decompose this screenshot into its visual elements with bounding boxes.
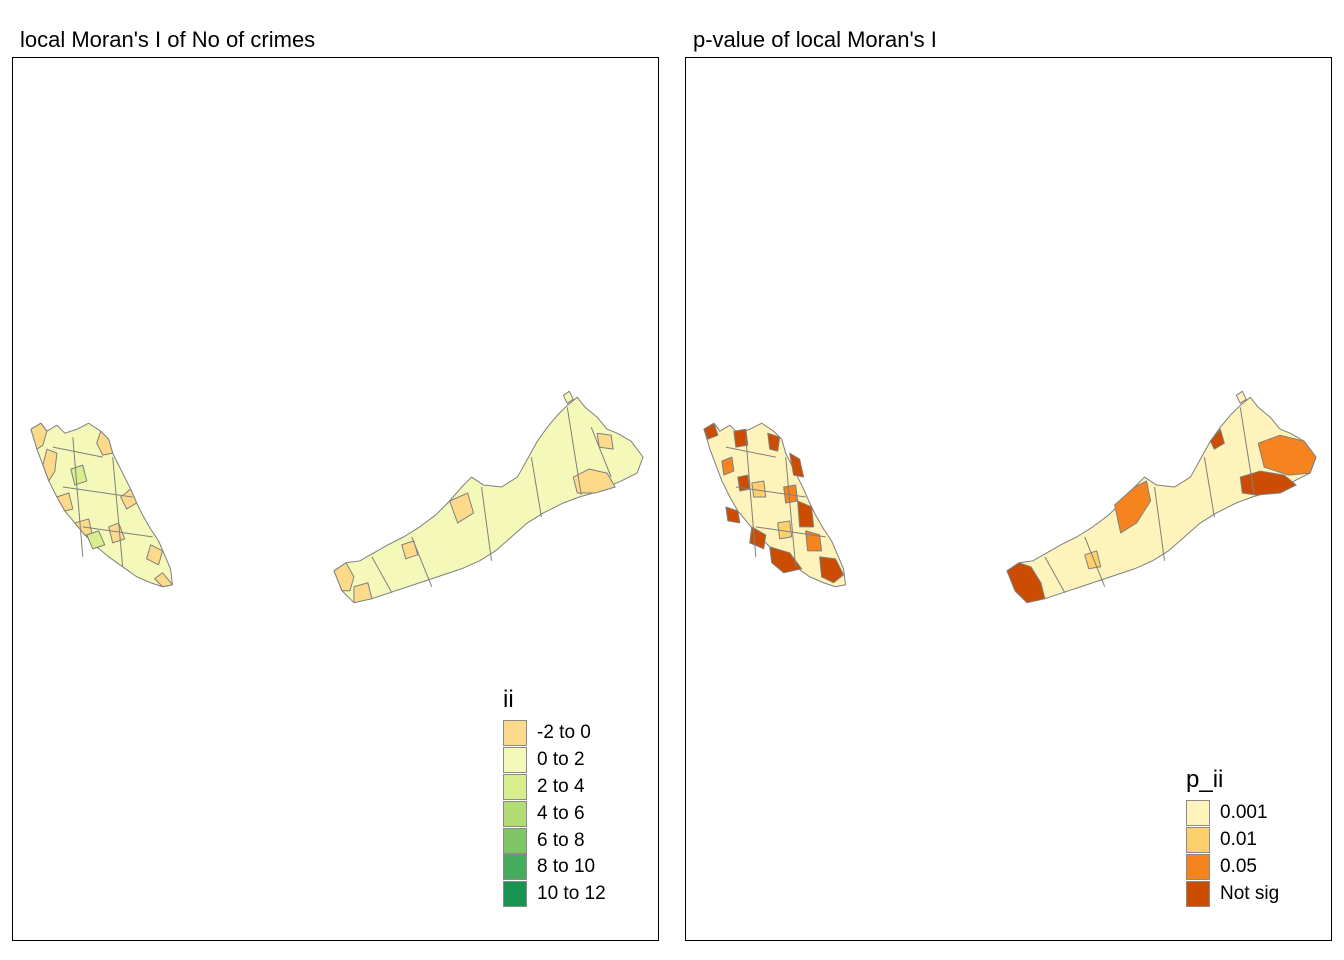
region-sabah-north [596,432,614,450]
region-pen-inner-3 [108,522,126,544]
choropleth-map-ii [30,390,644,604]
map-frame-p-value: p_ii 0.001 0.01 0.05 Not sig [685,57,1332,941]
legend-item: 2 to 4 [503,773,606,801]
legend-swatch [503,773,527,800]
legend-item: 0.001 [1186,800,1279,827]
legend-label: 0.01 [1220,829,1257,851]
map-title-p-value: p-value of local Moran's I [693,27,937,52]
legend-item: Not sig [1186,880,1279,907]
region-pen-east-2 [120,488,138,510]
legend-p-ii: p_ii 0.001 0.01 0.05 Not sig [1186,766,1279,907]
region-sarawak-mid [449,492,475,524]
map-frame-local-morans-i: ii -2 to 0 0 to 2 2 to 4 4 to 6 6 to 8 8… [12,57,659,941]
region-sarawak-coast [401,540,419,560]
region-pen-notsig-4 [789,452,805,478]
region-pen-notsig-6 [725,506,741,524]
region-peninsular-malaysia [30,422,174,588]
region-sabah-east [572,468,616,494]
region-sabah-notsig-southeast [1239,470,1297,496]
legend-swatch [503,854,527,881]
legend-item: -2 to 0 [503,720,606,747]
region-pen-notsig-8 [769,546,803,574]
legend-swatch [1186,800,1210,827]
region-pen-notsig-1 [703,422,719,440]
map-title-local-morans-i: local Moran's I of No of crimes [20,27,316,52]
region-pen-sig05-2 [783,484,799,504]
region-sabah-sig05-east [1257,434,1317,476]
region-pen-west-1 [30,422,48,450]
legend-swatch [1186,827,1210,854]
legend-label: 0.001 [1220,802,1268,824]
legend-label: 2 to 4 [537,775,585,797]
region-pen-south-1 [146,544,164,566]
region-pen-inner-2 [86,530,106,550]
choropleth-map-p-ii [703,390,1317,604]
region-pen-notsig-9 [819,556,845,584]
legend-item: 10 to 12 [503,881,606,908]
legend-label: 4 to 6 [537,802,585,824]
region-pen-east-1 [96,430,114,456]
region-sarawak-west [333,562,355,592]
legend-item: 8 to 10 [503,854,606,881]
legend-label: 6 to 8 [537,829,585,851]
legend-title-p-ii: p_ii [1186,766,1224,793]
legend-label: Not sig [1220,882,1280,904]
legend-label: 0 to 2 [537,749,585,771]
legend-item: 6 to 8 [503,827,606,854]
legend-swatch [1186,853,1210,880]
legend-label: 8 to 10 [537,856,596,878]
region-pen-west-3 [56,492,74,512]
region-sarawak-southwest [353,582,373,604]
legend-label: -2 to 0 [537,722,591,744]
legend-ii: ii -2 to 0 0 to 2 2 to 4 4 to 6 6 to 8 8… [503,686,606,908]
region-pen-notsig-3 [767,432,781,452]
legend-label: 10 to 12 [537,883,606,905]
legend-label: 0.05 [1220,855,1257,877]
region-pen-inner-1 [70,464,88,486]
legend-swatch [503,827,527,854]
legend-title-ii: ii [503,686,514,713]
region-sarawak-notsig-west [1006,562,1046,604]
region-pen-west-2 [42,448,58,482]
legend-swatch [503,720,527,747]
legend-item: 0 to 2 [503,747,606,774]
legend-item: 0.01 [1186,827,1279,854]
legend-item: 4 to 6 [503,800,606,827]
legend-item: 0.05 [1186,853,1279,881]
region-pen-notsig-2 [733,428,749,448]
region-sabah-islands [1235,390,1247,404]
region-pen-sig01-2 [777,520,793,540]
region-pen-notsig-5 [797,500,815,528]
region-sarawak-sig01-coast [1084,550,1102,570]
region-sarawak-sig05-mid [1114,480,1152,534]
region-sabah-islands [562,390,574,404]
region-sabah-notsig-north [1209,428,1225,450]
region-pen-sig05-1 [721,456,735,476]
legend-swatch [503,747,527,774]
legend-swatch [1186,880,1210,907]
legend-swatch [503,881,527,908]
region-pen-sig01-1 [751,480,767,498]
region-pen-south-2 [154,572,174,588]
legend-swatch [503,800,527,827]
